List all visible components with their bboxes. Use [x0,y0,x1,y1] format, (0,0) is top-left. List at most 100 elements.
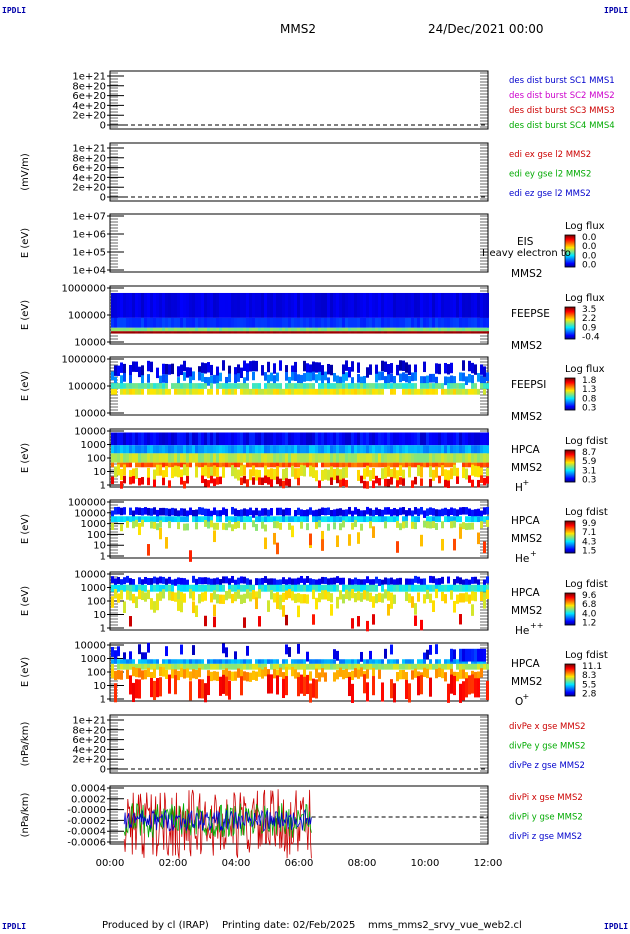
spectrogram-cell [357,445,360,454]
colorbar-swatch [565,462,575,464]
spectrogram-cell [186,663,189,670]
spectrogram-cell [456,388,459,395]
spectrogram-cell [312,361,315,372]
spectrogram-cell [435,584,438,592]
spectrogram-cell [420,675,423,695]
spectrogram-cell [159,576,162,584]
colorbar-swatch [565,310,575,312]
spectrogram-cell [165,388,168,395]
spectrogram-cell [429,383,432,389]
spectrogram-cell [144,659,147,664]
spectrogram-cell [150,678,153,698]
spectrogram-cell [372,526,375,538]
spectrogram-cell [342,509,345,518]
colorbar-swatch [565,313,575,315]
spectrogram-cell [486,445,489,454]
spectrogram-cell [186,516,189,523]
spectrogram-cell [372,327,375,332]
spectrogram-cell [135,432,138,446]
spectrogram-cell [117,453,120,463]
spectrogram-cell [159,292,162,318]
spectrogram-cell [414,292,417,318]
spectrogram-cell [357,663,360,670]
spectrogram-cell [420,317,423,328]
spectrogram-cell [327,462,330,468]
spectrogram-cell [324,590,327,600]
spectrogram-cell [165,363,168,375]
spectrogram-cell [306,388,309,395]
colorbar-swatch [565,247,575,249]
spectrogram-cell [222,669,225,680]
spectrogram-cell [453,508,456,516]
spectrogram-cell [297,593,300,603]
spectrogram-cell [147,388,150,395]
spectrogram-cell [228,589,231,599]
spectrogram-cell [177,327,180,332]
spectrogram-cell [171,663,174,670]
spectrogram-cell [162,516,165,523]
spectrogram-cell [153,521,156,529]
spectrogram-cell [291,317,294,328]
spectrogram-cell [234,591,237,602]
spectrogram-cell [381,663,384,670]
legend-entry: des dist burst SC4 MMS4 [509,121,615,131]
spectrogram-cell [180,577,183,585]
spectrogram-cell [246,672,249,682]
spectrogram-cell [186,327,189,332]
spectrogram-cell [315,362,318,373]
spectrogram-cell [141,652,144,663]
spectrogram-cell [207,577,210,585]
spectrogram-cell [183,659,186,664]
spectrogram-cell [300,331,303,334]
spectrogram-cell [234,659,237,664]
y-tick-label: 1e+07 [72,212,106,223]
footer-script: mms_mms2_srvy_vue_web2.cl [368,920,522,931]
spectrogram-cell [207,462,210,468]
spectrogram-cell [462,331,465,334]
spectrogram-cell [444,445,447,454]
spectrogram-cell [408,331,411,334]
y-axis-label: E (eV) [20,586,31,616]
spectrogram-cell [186,579,189,587]
spectrogram-cell [132,331,135,334]
spectrogram-cell [129,383,132,389]
spectrogram-cell [135,388,138,395]
spectrogram-cell [255,591,258,601]
y-tick-label: 100000 [68,498,106,509]
spectrogram-cell [459,383,462,389]
spectrogram-cell [207,508,210,517]
spectrogram-cell [375,292,378,318]
spectrogram-cell [390,383,393,389]
spectrogram-cell [222,327,225,332]
spectrogram-cell [414,615,417,626]
spectrogram-cell [129,432,132,446]
spectrogram-cell [186,659,189,664]
spectrogram-cell [387,478,390,487]
spectrogram-cell [249,445,252,454]
colorbar-swatch [565,617,575,619]
spectrogram-cell [354,292,357,318]
spectrogram-cell [444,453,447,463]
spectrogram-cell [390,462,393,468]
spectrogram-cell [468,453,471,463]
spectrogram-cell [114,516,117,523]
spectrogram-cell [441,292,444,318]
spectrogram-cell [342,478,345,487]
spectrogram-cell [123,383,126,389]
spectrogram-cell [273,453,276,463]
spectrogram-cell [273,375,276,384]
y-axis-label: E (eV) [20,300,31,330]
spectrogram-cell [165,508,168,516]
y-axis-label: (mV/m) [20,153,31,191]
y-tick-label: 1 [100,481,106,492]
spectrogram-cell [126,462,129,468]
spectrogram-cell [129,375,132,384]
spectrogram-cell [282,432,285,446]
legend-entry: divPe y gse MMS2 [509,742,586,752]
spectrogram-cell [435,388,438,395]
spectrogram-cell [201,445,204,454]
spectrogram-cell [204,331,207,334]
spectrogram-cell [273,327,276,332]
spectrogram-cell [153,663,156,670]
spectrogram-cell [144,317,147,328]
